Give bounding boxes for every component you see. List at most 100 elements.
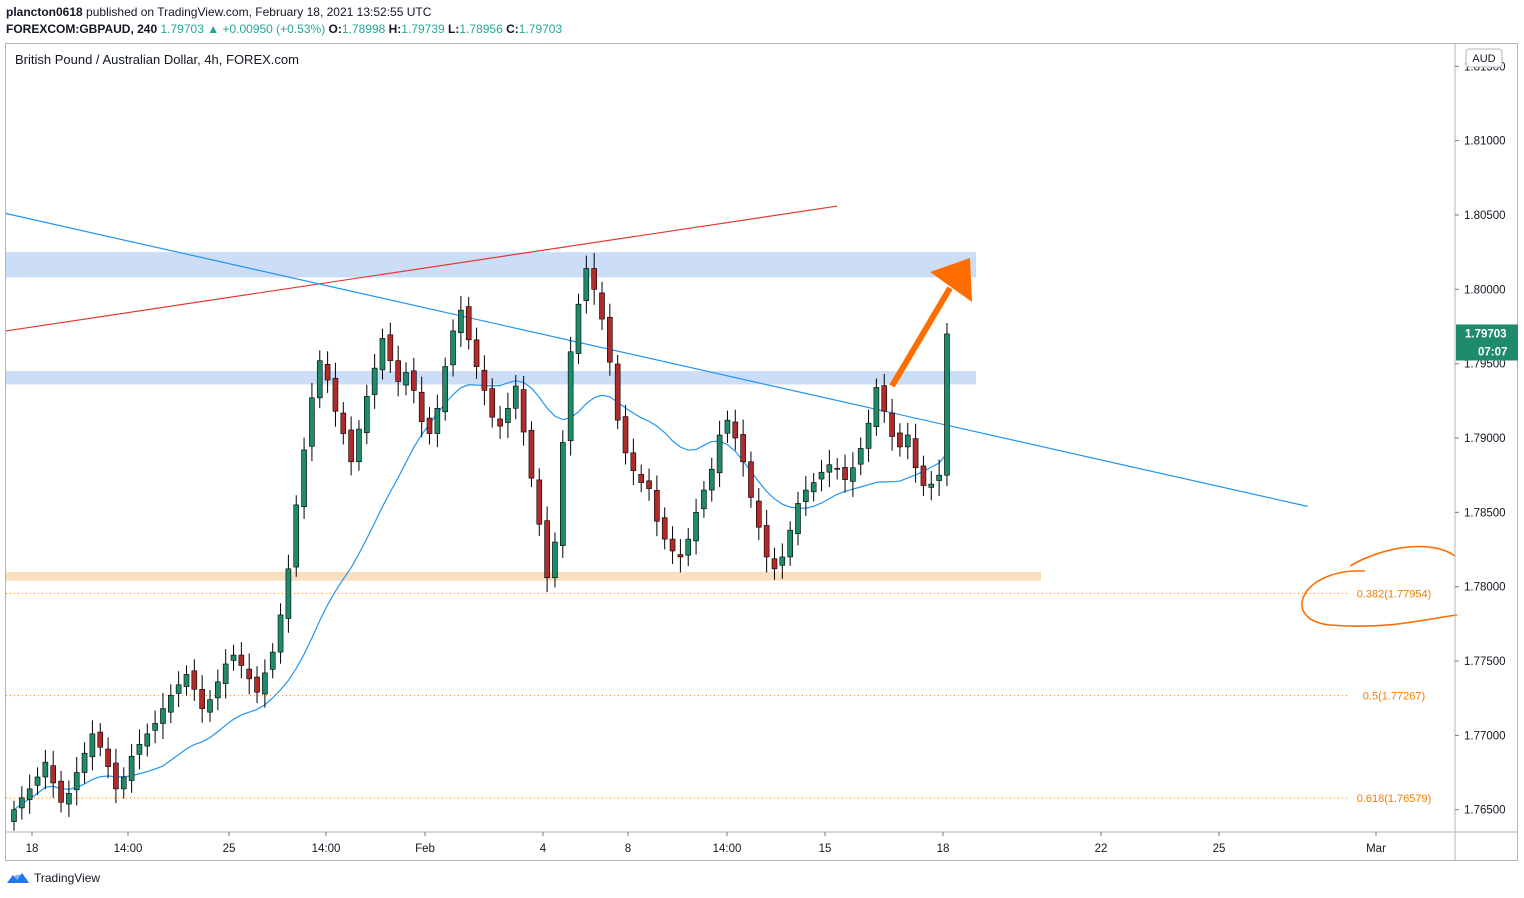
- candle: [520, 375, 527, 446]
- candle: [599, 281, 605, 331]
- time-tick-label: 14:00: [114, 843, 143, 855]
- footer-brand-label: TradingView: [34, 871, 101, 885]
- chart-frame: [5, 43, 1518, 861]
- candle-body-up: [505, 407, 511, 423]
- candle-body-up: [168, 694, 174, 713]
- fib-label: 0.382(1.77954): [1357, 589, 1432, 601]
- candle-body-up: [583, 268, 590, 301]
- candle-body-up: [277, 614, 284, 653]
- fib-layer: 0.382(1.77954) 0.5(1.77267) 0.618(1.76579): [6, 589, 1431, 805]
- candle-body-up: [128, 755, 135, 781]
- candle-body-up: [904, 434, 911, 448]
- candle-body-up: [818, 471, 825, 480]
- candle-body-up: [724, 419, 731, 434]
- candle-body-up: [285, 568, 292, 619]
- price-tick-label: 1.76500: [1464, 805, 1506, 817]
- candle-body-down: [481, 369, 488, 391]
- price-tick-label: 1.78500: [1464, 507, 1506, 519]
- candle: [348, 416, 354, 476]
- currency-badge[interactable]: [1465, 48, 1503, 68]
- candle-body-up: [293, 504, 300, 568]
- candle-body-down: [591, 268, 597, 290]
- footer-brand[interactable]: TradingView: [6, 871, 100, 885]
- candle-body-up: [865, 422, 872, 449]
- candle-body-down: [536, 479, 543, 525]
- candle: [301, 437, 307, 519]
- high-value: 1.79739: [401, 22, 445, 36]
- candle: [850, 452, 856, 497]
- candle-body-down: [771, 558, 778, 570]
- candle: [285, 554, 292, 633]
- candle: [465, 296, 472, 350]
- candle-body-down: [528, 429, 535, 479]
- candle: [748, 451, 754, 508]
- candle: [222, 649, 229, 699]
- zones-layer: [6, 252, 1041, 581]
- candle-body-down: [748, 461, 754, 498]
- price-tick-label: 1.80000: [1464, 284, 1506, 296]
- candle-body-up: [11, 809, 17, 822]
- candle: [395, 345, 401, 397]
- candle-body-down: [340, 412, 347, 434]
- candle: [732, 409, 739, 451]
- time-tick-label: Feb: [415, 843, 435, 855]
- candle-body-up: [215, 681, 221, 699]
- candle: [50, 750, 57, 798]
- candle: [324, 351, 331, 393]
- candle-body-down: [544, 520, 550, 579]
- candle: [34, 767, 41, 795]
- candle-body-up: [42, 761, 49, 778]
- candle-body-down: [897, 432, 903, 448]
- candle: [136, 729, 143, 770]
- candle: [614, 354, 621, 430]
- symbol-label: FOREXCOM:GBPAUD, 240: [6, 22, 158, 36]
- candle-body-up: [803, 489, 809, 502]
- candle-body-down: [920, 465, 927, 486]
- trendline-red-resistance[interactable]: [5, 205, 838, 332]
- author-name[interactable]: plancton0618: [6, 5, 83, 19]
- candle-body-down: [607, 316, 613, 363]
- zone-mid: [6, 371, 976, 385]
- candle: [552, 532, 558, 588]
- candle-body-up: [371, 367, 378, 395]
- price-change: +0.00950 (+0.53%): [222, 22, 326, 36]
- candle-body-up: [175, 684, 182, 694]
- candle-body-up: [356, 428, 362, 463]
- chart-legend: British Pound / Australian Dollar, 4h, F…: [15, 52, 299, 67]
- candle-body-up: [89, 733, 96, 758]
- candle: [685, 528, 692, 567]
- candle: [497, 406, 503, 440]
- candle-body-down: [881, 385, 888, 412]
- candle: [575, 293, 582, 364]
- candle: [755, 488, 762, 541]
- candle-body-up: [144, 733, 151, 747]
- price-tick-label: 1.78000: [1464, 582, 1506, 594]
- candle: [638, 464, 645, 493]
- candle-body-down: [238, 654, 245, 666]
- candle: [160, 693, 166, 740]
- candle-body-down: [497, 418, 503, 427]
- candle-body-down: [113, 762, 119, 790]
- candle: [238, 642, 245, 679]
- candle: [591, 252, 597, 305]
- candle-body-down: [646, 480, 652, 489]
- candle: [834, 458, 841, 480]
- candle-body-down: [489, 388, 496, 418]
- candle: [810, 472, 817, 502]
- currency-label: AUD: [1472, 53, 1495, 65]
- candle: [81, 742, 88, 784]
- candle-body-up: [152, 723, 158, 731]
- candle-body-up: [19, 797, 25, 809]
- highlight-circle-drawing: [1301, 545, 1458, 628]
- trendline-blue-descending[interactable]: [5, 212, 1308, 507]
- candle-body-up: [442, 366, 449, 413]
- candle: [481, 355, 488, 406]
- candle-body-up: [944, 333, 950, 476]
- trendlines-layer: [5, 205, 1308, 507]
- candle-body-down: [630, 452, 637, 472]
- candle: [58, 770, 64, 813]
- candle: [332, 362, 339, 427]
- candle-body-up: [309, 397, 315, 447]
- candle: [418, 376, 425, 438]
